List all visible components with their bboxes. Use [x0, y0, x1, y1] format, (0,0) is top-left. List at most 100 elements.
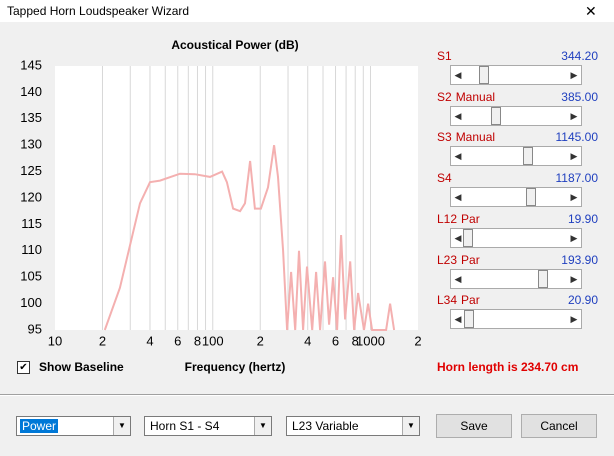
horn-length: Horn length is 234.70 cm: [437, 360, 579, 374]
dropdown[interactable]: Power ▼: [16, 416, 131, 436]
slider-value: 1187.00: [555, 171, 599, 186]
slider-thumb[interactable]: [463, 228, 473, 247]
plot-area: [55, 66, 418, 330]
dropdown-arrow: ▼: [113, 417, 130, 435]
slider-thumb[interactable]: [479, 66, 489, 84]
slider[interactable]: ◀ ▶: [450, 65, 582, 85]
x-tick-label: 100: [202, 333, 224, 348]
x-tick-label: 2: [257, 333, 264, 348]
slider-right[interactable]: ▶: [570, 70, 578, 80]
slider-label: S4: [437, 171, 452, 185]
x-axis-label: Frequency (hertz): [185, 360, 286, 374]
slider[interactable]: ◀ ▶: [450, 268, 582, 289]
slider-label: S2 Manual: [437, 90, 495, 104]
slider-thumb[interactable]: [464, 310, 474, 329]
slider[interactable]: ◀ ▶: [450, 187, 582, 208]
x-tick-label: 8: [194, 333, 201, 348]
y-tick-label: 100: [20, 295, 42, 310]
slider-right[interactable]: ▶: [570, 192, 578, 203]
slider-value: 385.00: [561, 89, 598, 104]
slider-label: L23 Par: [437, 253, 480, 267]
slider[interactable]: ◀ ▶: [450, 309, 582, 330]
x-tick-label: 1000: [356, 333, 385, 348]
slider-name: L12: [437, 211, 458, 226]
slider-mode: Manual: [455, 130, 496, 145]
slider-value: 344.20: [561, 49, 598, 63]
slider-name: L23: [437, 252, 458, 267]
y-tick-label: 120: [20, 189, 42, 204]
x-tick-label: 4: [304, 333, 311, 348]
slider-right[interactable]: ▶: [570, 314, 578, 325]
slider-name: S4: [437, 171, 452, 186]
y-tick-label: 105: [20, 269, 42, 284]
slider-left[interactable]: ◀: [454, 314, 462, 325]
title-bar: Tapped Horn Loudspeaker Wizard: [0, 0, 614, 22]
slider-value: 19.90: [567, 211, 598, 226]
slider-right[interactable]: ▶: [570, 151, 578, 162]
slider-mode: Par: [461, 252, 480, 267]
slider-mode: Par: [461, 293, 480, 308]
slider-label: L34 Par: [437, 293, 480, 307]
dropdown-arrow: ▼: [254, 417, 271, 435]
close-button[interactable]: ✕: [585, 3, 597, 19]
y-tick-label: 140: [20, 84, 42, 99]
dropdown[interactable]: Horn S1 - S4 ▼: [144, 416, 272, 436]
y-tick-label: 135: [20, 110, 42, 125]
y-tick-label: 125: [20, 163, 42, 178]
slider-mode: Par: [461, 211, 480, 226]
slider-thumb[interactable]: [538, 269, 548, 288]
y-tick-label: 145: [20, 57, 42, 72]
dropdown-text: Horn S1 - S4: [150, 419, 220, 433]
slider-right[interactable]: ▶: [570, 110, 578, 121]
dropdown[interactable]: L23 Variable ▼: [286, 416, 420, 436]
slider-thumb[interactable]: [526, 188, 536, 207]
x-tick-label: 2: [99, 333, 106, 348]
dropdown-text: Power: [20, 419, 59, 433]
checkbox[interactable]: ✔: [17, 361, 30, 374]
checkbox-label[interactable]: Show Baseline: [39, 360, 124, 374]
x-tick-label: 10: [48, 333, 62, 348]
slider-label: S1: [437, 49, 452, 63]
slider-right[interactable]: ▶: [570, 273, 578, 284]
slider-thumb[interactable]: [523, 147, 533, 166]
x-tick-label: 8: [352, 333, 359, 348]
x-tick-label: 6: [332, 333, 339, 348]
chart-title: Acoustical Power (dB): [171, 38, 298, 52]
slider-left[interactable]: ◀: [454, 273, 462, 284]
slider-label: L12 Par: [437, 212, 480, 226]
slider-name: S2: [437, 89, 452, 104]
slider-value: 1145.00: [555, 130, 599, 145]
slider-left[interactable]: ◀: [454, 110, 462, 121]
slider-mode: Manual: [455, 89, 496, 104]
slider-left[interactable]: ◀: [454, 192, 462, 203]
slider-right[interactable]: ▶: [570, 232, 578, 243]
data-line: [103, 145, 396, 331]
y-tick-label: 130: [20, 137, 42, 152]
slider-name: S3: [437, 130, 452, 145]
y-tick-label: 110: [21, 242, 42, 257]
y-tick-label: 95: [28, 321, 42, 336]
slider-left[interactable]: ◀: [454, 232, 462, 243]
window-title: Tapped Horn Loudspeaker Wizard: [7, 4, 190, 18]
x-tick-label: 2: [414, 333, 421, 348]
save-button[interactable]: Save: [436, 414, 512, 438]
cancel-button[interactable]: Cancel: [521, 414, 597, 438]
x-tick-label: 4: [146, 333, 153, 348]
slider[interactable]: ◀ ▶: [450, 105, 582, 126]
slider-label: S3 Manual: [437, 130, 495, 144]
dropdown-text: L23 Variable: [292, 419, 359, 433]
slider-value: 193.90: [561, 252, 598, 267]
slider[interactable]: ◀ ▶: [450, 146, 582, 167]
slider-value: 20.90: [567, 293, 598, 308]
slider-left[interactable]: ◀: [454, 151, 462, 162]
slider[interactable]: ◀ ▶: [450, 227, 582, 248]
slider-left[interactable]: ◀: [454, 70, 462, 80]
y-tick-label: 115: [21, 216, 42, 231]
chart: Acoustical Power (dB) Frequency (hertz) …: [20, 38, 421, 374]
dropdown-arrow: ▼: [402, 417, 419, 435]
slider-name: L34: [437, 293, 458, 308]
slider-thumb[interactable]: [491, 106, 501, 125]
separator: [0, 394, 614, 396]
slider-name: S1: [437, 49, 452, 63]
